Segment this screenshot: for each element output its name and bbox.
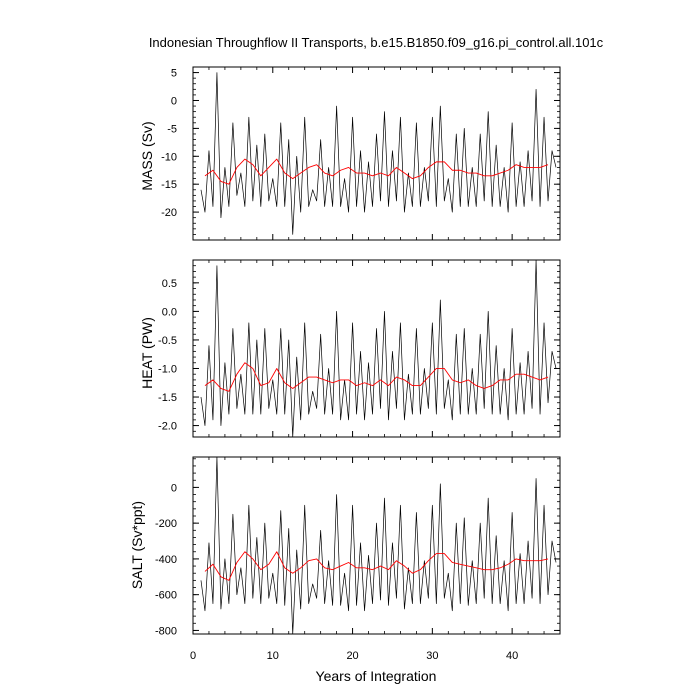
salt-y-tick-label: 0 (171, 482, 177, 494)
heat-monthly-line (200, 259, 557, 438)
mass-panel: 5 0 -5 -10 -15 -20 (161, 66, 561, 241)
salt-y-tick-label: -800 (155, 625, 177, 637)
x-tick-label: 30 (426, 650, 438, 662)
salt-y-tick-label: -600 (155, 590, 177, 602)
heat-y-tick-label: -2.0 (158, 421, 177, 433)
mass-y-tick-label: 0 (171, 95, 177, 107)
heat-panel: 0.5 0.0 -0.5 -1.0 -1.5 -2.0 (158, 259, 561, 438)
salt-y-axis-label: SALT (Sv*ppt) (129, 501, 145, 589)
salt-y-tick-label: -200 (155, 518, 177, 530)
heat-y-tick-label: 0.0 (162, 306, 177, 318)
heat-y-tick-label: -1.0 (158, 363, 177, 375)
mass-plot-frame (192, 66, 561, 241)
mass-y-tick-label: 5 (171, 68, 177, 80)
heat-y-tick-label: 0.5 (162, 278, 177, 290)
salt-plot-frame (192, 456, 561, 635)
salt-panel: 0 -200 -400 -600 -800 (155, 456, 561, 637)
x-tick-label: 0 (190, 650, 196, 662)
salt-monthly-line (200, 456, 557, 635)
heat-plot-frame (192, 259, 561, 438)
mass-y-tick-label: -20 (161, 207, 177, 219)
heat-y-axis-label: HEAT (PW) (139, 317, 155, 389)
heat-annual-line (204, 362, 549, 392)
x-axis-label: Years of Integration (316, 668, 437, 684)
mass-y-axis-label: MASS (Sv) (139, 121, 155, 190)
x-axis: 0 10 20 30 40 (190, 650, 518, 662)
x-tick-label: 10 (267, 650, 279, 662)
x-tick-label: 20 (346, 650, 358, 662)
mass-monthly-line (200, 72, 557, 235)
mass-annual-line (204, 158, 549, 185)
heat-y-tick-label: -1.5 (158, 392, 177, 404)
heat-y-tick-label: -0.5 (158, 335, 177, 347)
mass-y-tick-label: -5 (167, 123, 177, 135)
x-tick-label: 40 (506, 650, 518, 662)
mass-y-tick-label: -10 (161, 151, 177, 163)
chart-title: Indonesian Throughflow II Transports, b.… (149, 35, 604, 50)
mass-y-tick-label: -15 (161, 179, 177, 191)
salt-y-tick-label: -400 (155, 554, 177, 566)
salt-annual-line (204, 551, 549, 581)
